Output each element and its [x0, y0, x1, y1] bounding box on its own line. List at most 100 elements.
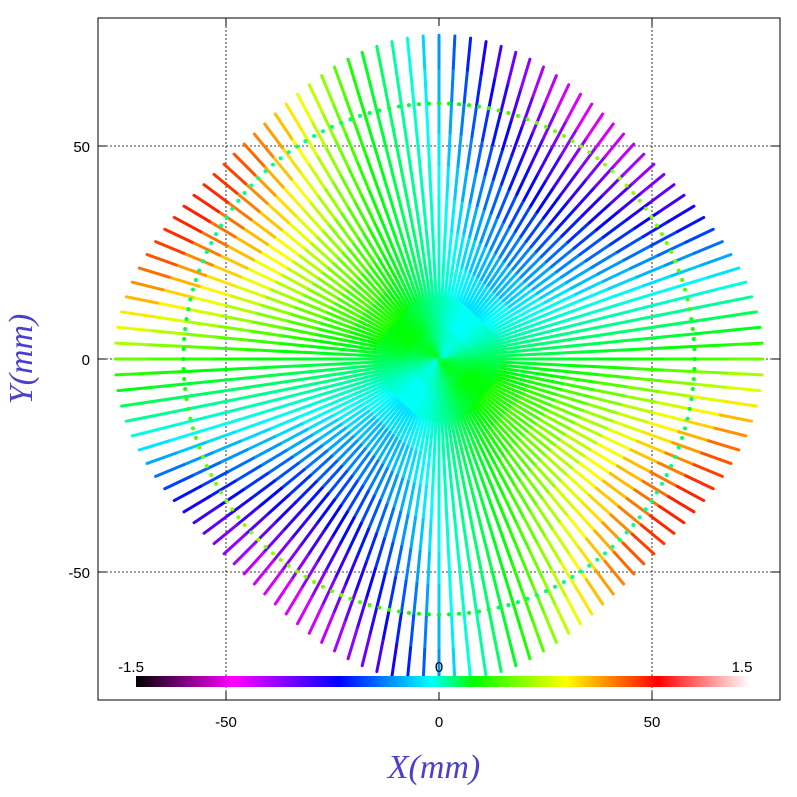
ray-segment — [401, 237, 414, 271]
ray-segment — [310, 569, 328, 599]
ring-point — [631, 522, 636, 527]
ray-segment — [511, 292, 539, 312]
ray-segment — [343, 94, 357, 127]
ray-segment — [621, 152, 646, 177]
ring-point — [676, 268, 681, 273]
ring-point — [183, 387, 188, 392]
ray-segment — [548, 200, 570, 226]
ray-segment — [342, 343, 378, 352]
ray-segment — [399, 579, 408, 615]
ray-segment — [262, 294, 295, 309]
ray-segment — [450, 302, 467, 334]
ray-segment — [454, 380, 476, 408]
ray-segment — [554, 604, 571, 635]
ray-segment — [376, 342, 410, 353]
ray-segment — [390, 244, 406, 276]
ray-segment — [700, 253, 733, 267]
ray-segment — [396, 316, 421, 341]
ray-segment — [409, 516, 417, 551]
ring-point — [294, 144, 299, 149]
ray-segment — [244, 338, 281, 345]
ray-segment — [120, 310, 155, 319]
ray-segment — [684, 227, 715, 244]
ray-segment — [593, 320, 629, 330]
ray-segment — [291, 305, 324, 319]
ray-segment — [585, 155, 607, 181]
ray-segment — [675, 484, 706, 503]
ray-segment — [299, 128, 319, 157]
ray-segment — [519, 555, 535, 588]
ray-segment — [480, 396, 505, 419]
ray-segment — [489, 220, 506, 251]
ray-segment — [671, 441, 704, 455]
ray-segment — [339, 480, 359, 508]
ray-segment — [340, 250, 363, 275]
ray-segment — [187, 401, 222, 411]
ray-segment — [599, 347, 635, 353]
ray-segment — [594, 486, 621, 509]
ring-point — [204, 249, 209, 254]
ray-segment — [656, 401, 691, 411]
ray-segment — [559, 169, 580, 197]
ring-point — [525, 596, 530, 601]
ray-segment — [459, 320, 486, 343]
ray-segment — [363, 267, 386, 294]
ray-segment — [300, 409, 331, 426]
ray-segment — [273, 578, 294, 606]
ray-segment — [489, 263, 511, 291]
ray-segment — [462, 614, 469, 650]
ray-segment — [519, 255, 543, 279]
ray-segment — [593, 529, 616, 554]
ray-segment — [627, 385, 663, 394]
ray-segment — [249, 320, 285, 330]
ray-segment — [212, 523, 239, 546]
ray-segment — [458, 269, 472, 303]
ray-segment — [487, 607, 497, 642]
ray-segment — [495, 421, 519, 447]
ray-segment — [465, 278, 483, 308]
ray-segment — [494, 380, 526, 396]
ring-point — [643, 507, 648, 512]
ray-segment — [183, 390, 219, 399]
ray-segment — [656, 307, 691, 317]
ray-segment — [290, 553, 310, 582]
ray-segment — [625, 200, 652, 222]
ray-segment — [343, 130, 359, 163]
ray-segment — [549, 449, 576, 472]
ray-segment — [398, 314, 422, 340]
ray-segment — [529, 326, 564, 338]
ray-segment — [525, 388, 558, 403]
ray-segment — [659, 319, 695, 328]
ray-segment — [521, 591, 535, 624]
ray-segment — [641, 479, 670, 499]
ray-segment — [456, 451, 466, 486]
ray-segment — [687, 407, 722, 417]
ray-segment — [535, 422, 564, 443]
ray-segment — [392, 477, 405, 511]
ray-segment — [161, 288, 196, 300]
ring-point — [348, 596, 353, 601]
ray-segment — [535, 504, 556, 533]
ray-segment — [531, 332, 566, 342]
ray-segment — [374, 182, 389, 215]
ring-point — [188, 416, 193, 421]
ray-segment — [375, 638, 385, 674]
ring-point — [664, 473, 669, 478]
ray-segment — [418, 230, 427, 266]
ray-segment — [456, 198, 465, 234]
ray-segment — [243, 365, 279, 371]
ray-segment — [437, 357, 473, 363]
ray-segment — [409, 68, 416, 104]
ray-segment — [531, 620, 545, 653]
ray-segment — [543, 286, 573, 304]
ray-segment — [199, 470, 229, 488]
ring-point — [673, 454, 678, 459]
ring-point — [534, 593, 539, 598]
ray-segment — [583, 294, 616, 309]
ring-point — [506, 603, 511, 608]
ray-segment — [355, 318, 386, 335]
ray-segment — [464, 447, 477, 481]
ray-segment — [124, 413, 160, 423]
ray-segment — [232, 541, 257, 566]
ray-segment — [391, 408, 410, 437]
